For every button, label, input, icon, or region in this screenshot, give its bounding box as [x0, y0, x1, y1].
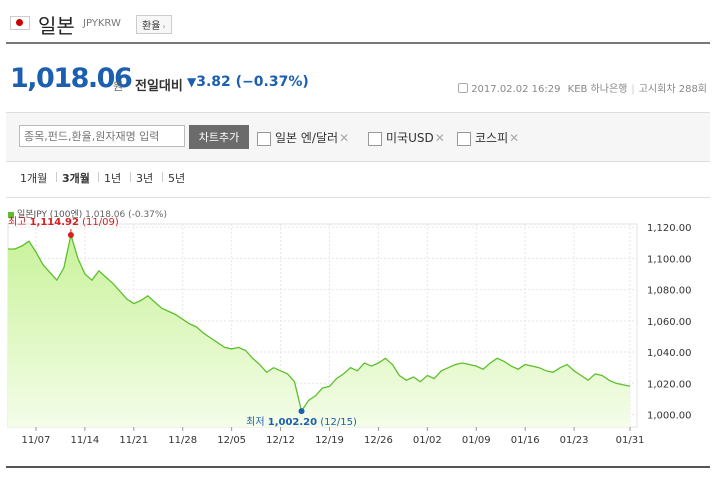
currency-code: JPYKRW: [83, 18, 121, 29]
checkbox[interactable]: [368, 131, 382, 146]
y-tick-label: 1,060.00: [647, 317, 692, 328]
separator: |: [631, 84, 635, 95]
tab-1year[interactable]: 1년: [104, 172, 122, 185]
clock-icon: [458, 83, 469, 93]
chart-legend: 일본JPY (100엔) 1,018.06 (-0.37%): [8, 207, 167, 220]
compare-item-label: 일본 엔/달러: [275, 131, 339, 145]
compare-label: 전일대비: [135, 79, 183, 94]
series-line: [8, 234, 631, 413]
close-icon[interactable]: ✕: [434, 131, 445, 145]
x-tick-label: 11/21: [119, 435, 148, 446]
x-tick-label: 11/14: [70, 435, 99, 446]
divider: [98, 172, 99, 182]
divider: [162, 172, 163, 182]
change-value: 3.82: [196, 74, 231, 90]
tab-1month[interactable]: 1개월: [20, 172, 48, 185]
tab-5year[interactable]: 5년: [168, 172, 186, 185]
y-tick-label: 1,040.00: [647, 348, 692, 359]
compare-item-kospi[interactable]: 코스피✕: [457, 129, 519, 146]
legend-label: 일본JPY (100엔): [17, 210, 83, 220]
price-change: ▼3.82 (−0.37%): [187, 74, 309, 90]
close-icon[interactable]: ✕: [339, 131, 350, 145]
close-icon[interactable]: ✕: [509, 131, 520, 145]
x-tick-label: 01/23: [560, 435, 589, 446]
low-date: (12/15): [317, 417, 357, 428]
high-value: 1,114.92: [30, 217, 79, 228]
legend-swatch: [8, 211, 14, 218]
checkbox[interactable]: [457, 131, 471, 146]
quote-meta: 2017.02.02 16:29 KEB 하나은행 | 고시회차 288회: [458, 80, 707, 95]
high-label: 최고 1,114.92 (11/09): [8, 216, 119, 228]
x-tick-label: 01/09: [462, 435, 491, 446]
legend-value: 1,018.06 (-0.37%): [85, 210, 167, 220]
x-tick-label: 12/26: [364, 435, 393, 446]
low-label-text: 최저: [246, 416, 268, 428]
x-tick-label: 01/31: [616, 435, 645, 446]
quote-notice: 고시회차 288회: [638, 84, 707, 95]
low-label: 최저 1,002.20 (12/15): [246, 416, 357, 428]
price-unit: 원: [113, 80, 124, 93]
footer-divider: [6, 466, 710, 468]
exchange-button[interactable]: 환율 ›: [136, 15, 172, 34]
x-tick-label: 01/02: [413, 435, 442, 446]
x-tick-label: 12/19: [315, 435, 344, 446]
tab-3month[interactable]: 3개월: [62, 172, 90, 185]
exchange-button-label: 환율: [142, 21, 161, 32]
quote-source: KEB 하나은행: [567, 84, 628, 95]
tabs-divider: [6, 197, 710, 198]
japan-flag-icon: [10, 16, 30, 30]
chevron-right-icon: ›: [162, 22, 166, 31]
compare-item-jpyusd[interactable]: 일본 엔/달러✕: [257, 129, 349, 146]
low-point-marker: [298, 408, 305, 415]
current-price: 1,018.06: [10, 63, 133, 94]
header-divider: [6, 42, 710, 44]
y-tick-label: 1,020.00: [647, 379, 692, 390]
timestamp: 2017.02.02 16:29: [471, 84, 561, 95]
x-tick-label: 11/07: [22, 435, 51, 446]
y-tick-label: 1,100.00: [647, 254, 692, 265]
change-percent: (−0.37%): [235, 74, 309, 90]
divider: [56, 172, 57, 182]
area-fill: [8, 235, 630, 427]
search-input[interactable]: [19, 125, 185, 147]
down-arrow-icon: ▼: [187, 75, 197, 89]
checkbox[interactable]: [257, 131, 271, 146]
add-chart-button[interactable]: 차트추가: [189, 125, 249, 149]
x-tick-label: 12/05: [217, 435, 246, 446]
compare-search-bar: 차트추가 일본 엔/달러✕ 미국USD✕ 코스피✕: [6, 112, 710, 162]
divider: [130, 172, 131, 182]
header: 일본 JPYKRW 환율 ›: [8, 10, 710, 38]
y-tick-label: 1,000.00: [647, 411, 692, 422]
compare-item-label: 코스피: [475, 131, 509, 145]
x-tick-label: 12/12: [266, 435, 295, 446]
y-tick-label: 1,080.00: [647, 286, 692, 297]
high-label-text: 최고: [8, 216, 30, 228]
page-title: 일본: [38, 14, 75, 38]
compare-item-label: 미국USD: [386, 131, 434, 145]
compare-item-usd[interactable]: 미국USD✕: [368, 129, 445, 146]
tab-3year[interactable]: 3년: [136, 172, 154, 185]
low-value: 1,002.20: [268, 417, 317, 428]
x-tick-label: 01/16: [511, 435, 540, 446]
y-tick-label: 1,120.00: [647, 223, 692, 234]
x-tick-label: 11/28: [168, 435, 197, 446]
high-date: (11/09): [79, 217, 119, 228]
